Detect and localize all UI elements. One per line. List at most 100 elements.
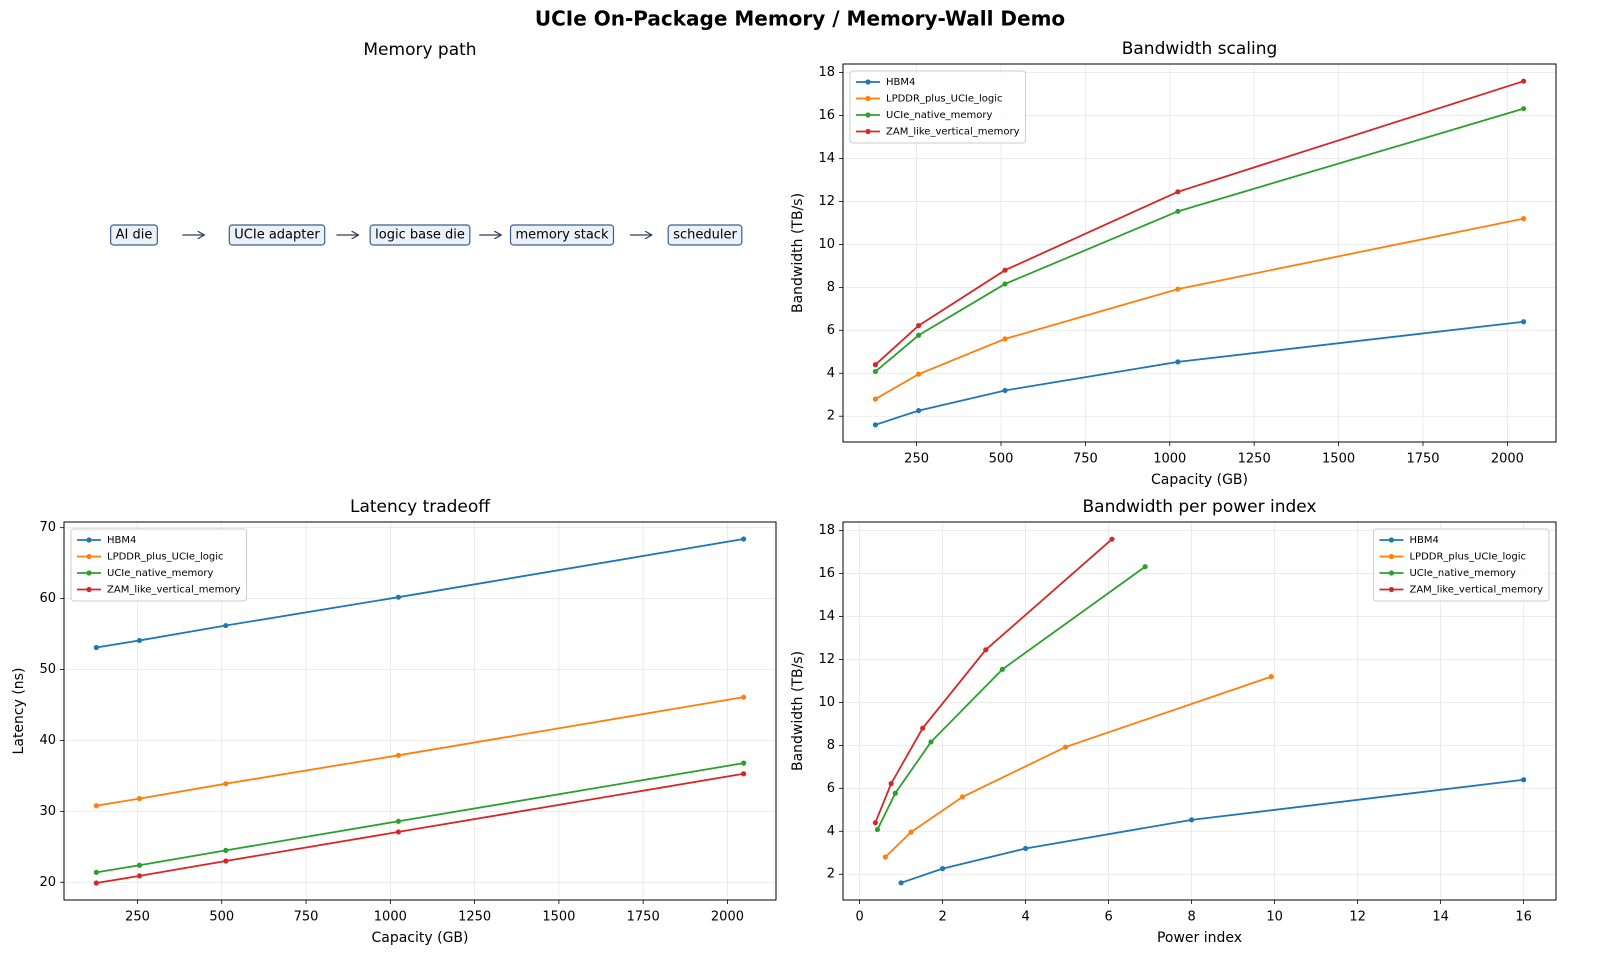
- data-point: [395, 752, 402, 758]
- data-point: [1175, 286, 1181, 292]
- plot-frame: [63, 521, 777, 901]
- data-point: [1520, 106, 1527, 112]
- figure-title: UCIe On-Package Memory / Memory-Wall Dem…: [535, 7, 1065, 31]
- data-point: [93, 803, 99, 809]
- data-point: [136, 873, 143, 879]
- x-axis-label: Power index: [1157, 930, 1242, 946]
- x-tick-label: 1750: [627, 910, 660, 925]
- node-box: [228, 224, 326, 246]
- legend-marker: [86, 570, 92, 576]
- x-tick-label: 16: [1515, 910, 1532, 925]
- y-tick-label: 2: [827, 867, 835, 882]
- node-box: [369, 224, 471, 246]
- data-point: [223, 622, 229, 629]
- data-point: [999, 666, 1005, 672]
- data-point: [223, 847, 229, 853]
- x-tick-label: 1750: [1406, 452, 1439, 467]
- data-point: [223, 858, 229, 864]
- legend-marker: [865, 95, 871, 102]
- data-point: [928, 739, 934, 745]
- y-tick-label: 18: [818, 65, 835, 80]
- legend-label: LPDDR_plus_UCIe_logic: [1409, 552, 1526, 563]
- data-point: [1521, 777, 1527, 783]
- data-point: [93, 869, 99, 875]
- data-point: [1175, 208, 1181, 214]
- y-tick-label: 4: [827, 366, 835, 381]
- node-label: UCIe adapter: [234, 228, 320, 243]
- y-tick-label: 12: [818, 652, 835, 667]
- data-point: [888, 780, 894, 787]
- data-point: [916, 371, 922, 377]
- y-tick-label: 60: [39, 591, 56, 606]
- y-tick-label: 8: [827, 738, 835, 753]
- legend: HBM4 LPDDR_plus_UCIe_logic UCIe_native_mem…: [849, 70, 1027, 144]
- y-tick-label: 2: [827, 409, 835, 424]
- legend-marker: [865, 112, 871, 118]
- data-point: [940, 866, 946, 872]
- data-point: [882, 854, 888, 860]
- x-tick-label: 0: [855, 910, 863, 925]
- data-point: [741, 771, 747, 777]
- legend-marker: [1388, 570, 1395, 576]
- legend: HBM4 LPDDR_plus_UCIe_logic UCIe_native_mem…: [1372, 528, 1550, 602]
- data-point: [1520, 216, 1527, 222]
- y-tick-label: 50: [39, 662, 56, 677]
- legend-box: [849, 70, 1027, 144]
- data-point: [959, 794, 966, 800]
- legend-label: HBM4: [1409, 535, 1438, 546]
- x-tick-label: 10: [1266, 910, 1283, 925]
- y-tick-label: 40: [39, 733, 56, 748]
- data-point: [892, 790, 898, 796]
- chart-title: Latency tradeoff: [350, 497, 491, 517]
- x-tick-label: 250: [904, 452, 929, 467]
- legend-box: [1372, 528, 1550, 602]
- data-point: [1175, 189, 1181, 195]
- y-tick-label: 20: [39, 875, 56, 890]
- node-label: AI die: [116, 228, 153, 243]
- y-tick-label: 6: [827, 781, 835, 796]
- x-tick-label: 8: [1187, 910, 1195, 925]
- plot-frame: [842, 63, 1557, 443]
- data-point: [1062, 744, 1069, 750]
- data-point: [1189, 817, 1195, 823]
- data-point: [136, 637, 143, 644]
- data-point: [1268, 674, 1274, 680]
- data-point: [93, 644, 99, 651]
- data-point: [872, 820, 878, 826]
- data-point: [983, 647, 989, 653]
- legend-marker: [865, 128, 871, 135]
- chart-title: Bandwidth per power index: [1082, 497, 1316, 517]
- data-point: [872, 362, 879, 368]
- x-tick-label: 1000: [374, 910, 407, 925]
- data-point: [1520, 319, 1527, 325]
- legend-marker: [86, 537, 92, 543]
- data-point: [872, 422, 879, 428]
- y-tick-label: 14: [818, 609, 835, 624]
- x-tick-label: 14: [1432, 910, 1449, 925]
- x-tick-label: 1500: [1322, 452, 1355, 467]
- data-point: [916, 332, 922, 338]
- data-point: [1002, 267, 1008, 273]
- legend-label: ZAM_like_vertical_memory: [886, 127, 1020, 138]
- y-tick-label: 16: [818, 108, 835, 123]
- legend-label: UCIe_native_memory: [886, 110, 993, 121]
- x-axis-label: Capacity (GB): [371, 930, 468, 946]
- chart: 0 2 4 6 8 10 12 14 16 2 4 6 8 10 12 14 16 18 Bandwidth per…: [790, 497, 1557, 946]
- y-axis-label: Bandwidth (TB/s): [790, 651, 806, 771]
- node-label: memory stack: [516, 228, 609, 243]
- y-axis-label: Bandwidth (TB/s): [790, 193, 806, 313]
- legend-label: ZAM_like_vertical_memory: [1409, 585, 1543, 596]
- y-axis-label: Latency (ns): [11, 668, 27, 755]
- diagram-title: Memory path: [363, 40, 476, 60]
- data-point: [1002, 336, 1008, 342]
- data-point: [741, 694, 747, 700]
- x-tick-label: 250: [125, 910, 150, 925]
- y-tick-label: 30: [39, 804, 56, 819]
- y-tick-label: 14: [818, 151, 835, 166]
- y-tick-label: 8: [827, 280, 835, 295]
- y-tick-label: 10: [818, 237, 835, 252]
- data-point: [395, 829, 402, 835]
- data-point: [874, 826, 881, 833]
- data-point: [395, 818, 402, 824]
